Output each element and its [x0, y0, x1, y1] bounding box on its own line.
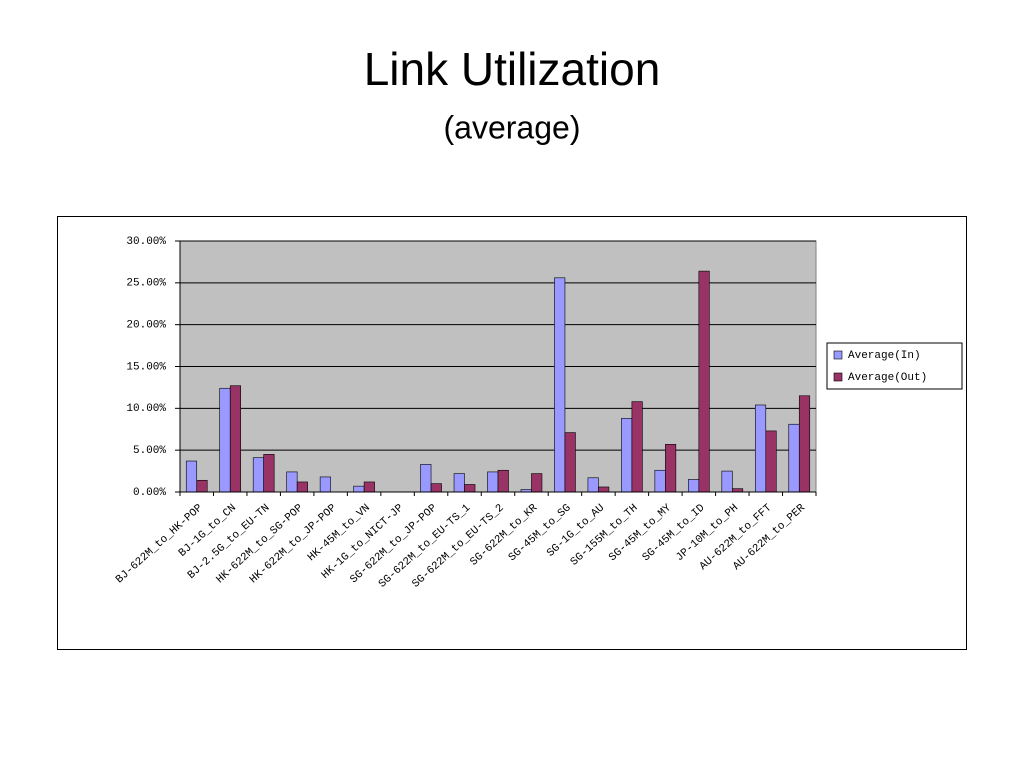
bar: [765, 430, 777, 493]
bar: [487, 471, 499, 493]
bar: [754, 404, 767, 493]
bar: [631, 401, 643, 493]
bar: [531, 473, 543, 493]
bar: [564, 432, 576, 493]
bar: [453, 473, 465, 493]
bar: [353, 485, 365, 493]
y-tick-label: 30.00%: [126, 236, 166, 248]
legend-swatch: [833, 372, 843, 382]
bar: [252, 457, 264, 493]
bar: [665, 444, 677, 493]
bar: [420, 464, 432, 493]
bar: [721, 470, 733, 493]
bar: [185, 460, 198, 493]
bar: [798, 395, 811, 493]
y-tick-label: 15.00%: [126, 361, 166, 373]
bar: [286, 471, 298, 493]
legend-label: Average(Out): [848, 372, 927, 384]
bar: [229, 385, 242, 493]
bar: [219, 387, 231, 493]
y-tick-label: 10.00%: [126, 403, 166, 415]
bar: [732, 488, 744, 493]
bar: [464, 484, 476, 493]
bar: [788, 423, 800, 493]
bar: [654, 469, 666, 493]
bar: [587, 477, 599, 493]
bar: [497, 469, 509, 493]
bar: [698, 270, 710, 493]
y-tick-label: 25.00%: [126, 278, 166, 290]
bar: [263, 454, 275, 493]
y-tick-label: 5.00%: [133, 445, 166, 457]
legend-box: [826, 342, 963, 390]
legend-swatch: [833, 350, 843, 360]
bar: [688, 479, 700, 493]
y-tick-label: 20.00%: [126, 320, 166, 332]
legend-label: Average(In): [848, 350, 921, 362]
bar: [554, 277, 566, 493]
bar: [296, 481, 308, 493]
bar: [196, 479, 208, 493]
chart-subtitle: (average): [444, 109, 581, 145]
bar: [598, 486, 610, 493]
bar: [430, 483, 442, 493]
bar: [319, 476, 331, 493]
bar: [363, 481, 375, 493]
bar: [621, 418, 633, 493]
chart-title: Link Utilization: [364, 43, 661, 95]
y-tick-label: 0.00%: [133, 487, 166, 499]
